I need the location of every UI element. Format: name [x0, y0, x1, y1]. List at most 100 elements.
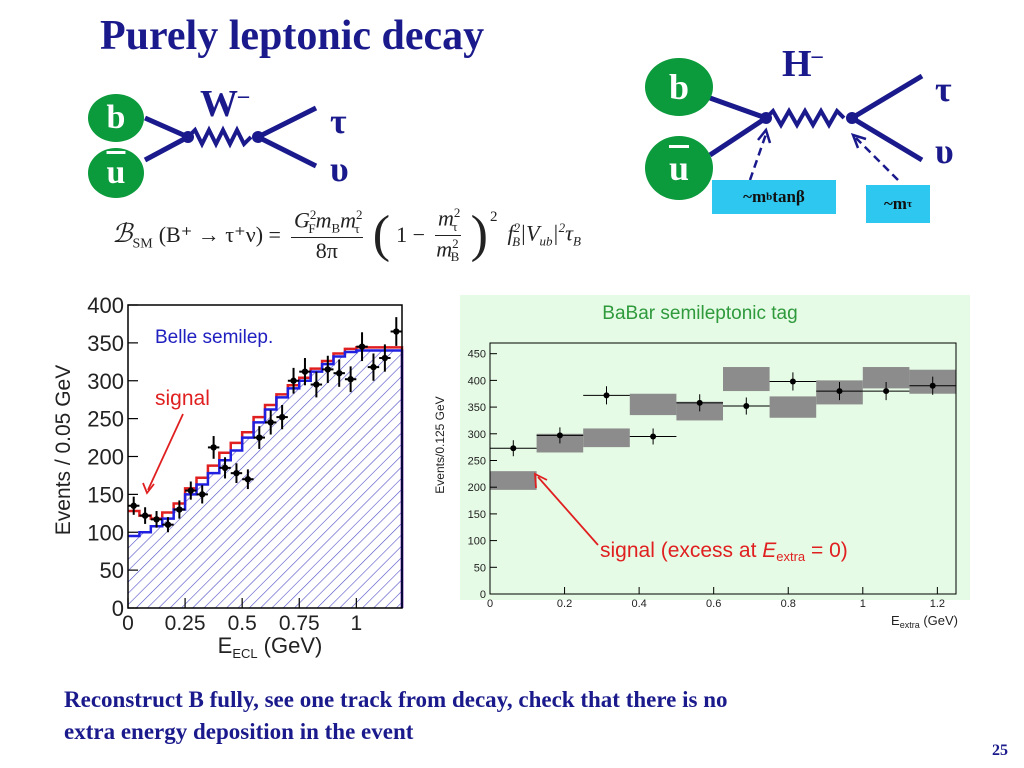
- h-lepton-nu: υ: [935, 131, 954, 171]
- w-quark-u: u: [88, 148, 144, 198]
- babar-expected-band: [723, 367, 770, 392]
- babar-expected-band: [862, 367, 910, 389]
- h-boson-label: H–: [782, 42, 823, 85]
- h-boson-zigzag: [764, 106, 846, 130]
- babar-xtick-label: 1: [860, 598, 866, 610]
- h-lepton1-line: [850, 73, 924, 121]
- belle-data-point: [324, 366, 331, 373]
- babar-ylabel: Events/0.125 GeV: [433, 396, 447, 493]
- babar-xtick-label: 0.2: [557, 598, 572, 610]
- babar-data-point: [789, 378, 796, 385]
- babar-ytick-label: 300: [468, 429, 486, 441]
- belle-data-point: [358, 343, 366, 350]
- h-tag-mtau: ~m τ: [866, 185, 930, 223]
- formula-process: (B⁺ → τ⁺ν) =: [158, 222, 281, 248]
- belle-data-point: [301, 368, 309, 375]
- h-lepton2-line: [850, 115, 924, 163]
- h-lepton-tau: τ: [935, 69, 952, 109]
- h-arrow1-head: [757, 127, 772, 144]
- belle-ytick-label: 50: [100, 558, 124, 583]
- belle-ytick-label: 0: [112, 596, 124, 621]
- feynman-h-lines: [708, 73, 924, 181]
- belle-data-point: [336, 369, 343, 377]
- belle-data-point: [233, 469, 240, 477]
- h-vertex-right: [846, 112, 858, 124]
- belle-xtick-label: 0: [122, 612, 134, 635]
- belle-signal-annotation: signal: [155, 387, 210, 410]
- babar-ytick-label: 350: [468, 402, 486, 414]
- w-boson-zigzag: [186, 125, 253, 149]
- caption-line-2: extra energy deposition in the event: [64, 719, 414, 744]
- babar-expected-band: [583, 428, 630, 448]
- babar-xtick-label: 0.8: [781, 598, 796, 610]
- belle-data-point: [267, 419, 274, 426]
- babar-xtick-label: 0: [487, 598, 493, 610]
- formula-bracket-open: (: [372, 206, 391, 264]
- belle-ytick-label: 300: [87, 369, 124, 394]
- babar-data-point: [650, 433, 657, 440]
- belle-data-point: [381, 354, 389, 362]
- h-quark-b: b: [645, 58, 713, 116]
- formula-one-minus: 1 −: [396, 222, 425, 248]
- belle-xlabel: EECL (GeV): [218, 633, 323, 661]
- w-lepton2-line: [256, 134, 318, 169]
- h-quark2-line: [708, 115, 768, 158]
- belle-data-point: [393, 328, 400, 335]
- w-quark2-line: [143, 134, 190, 163]
- formula-tail: f2B|Vub|2τB: [507, 220, 581, 250]
- belle-data-point: [347, 376, 354, 383]
- belle-data-point: [221, 464, 229, 472]
- babar-ytick-label: 0: [480, 589, 486, 601]
- babar-data-point: [556, 432, 563, 439]
- belle-background-step: [128, 349, 404, 608]
- caption-line-1: Reconstruct B fully, see one track from …: [64, 687, 728, 712]
- babar-ytick-label: 400: [468, 375, 486, 387]
- h-quark1-line: [709, 95, 767, 121]
- babar-ytick-label: 200: [468, 482, 486, 494]
- babar-xlabel: Eextra (GeV): [891, 613, 958, 630]
- belle-ylabel: Events / 0.05 GeV: [52, 365, 75, 535]
- slide-title: Purely leptonic decay: [100, 13, 485, 59]
- h-quark-u: u: [645, 136, 713, 200]
- belle-data-point: [244, 476, 252, 483]
- belle-xtick-label: 1: [350, 612, 362, 635]
- babar-data-point: [929, 382, 936, 389]
- w-lepton-nu: υ: [330, 149, 349, 189]
- babar-title: BaBar semileptonic tag: [602, 303, 797, 324]
- belle-data-point: [176, 506, 183, 513]
- formula-bracket-close: ): [470, 206, 488, 264]
- babar-frame: [489, 342, 957, 595]
- babar-signal-arrow: [537, 476, 599, 546]
- babar-histogram-chart: BaBar semileptonic tag 0 50 100 150 200 250 30…: [433, 295, 970, 630]
- w-lepton1-line: [256, 105, 318, 140]
- belle-ytick-label: 400: [87, 293, 124, 318]
- formula-fraction1: G2FmBm2τ 8π: [290, 207, 363, 264]
- babar-xtick-label: 0.4: [631, 598, 646, 610]
- h-arrow1-line: [748, 133, 768, 181]
- babar-xtick-label: 0.6: [706, 598, 721, 610]
- belle-ytick-label: 350: [87, 331, 124, 356]
- belle-data-point: [290, 377, 297, 384]
- h-vertex-left: [760, 112, 772, 124]
- w-lepton-tau: τ: [330, 101, 347, 141]
- formula-power: 2: [489, 209, 498, 225]
- babar-data-point: [743, 403, 750, 410]
- belle-data-point: [278, 413, 286, 421]
- babar-signal-annotation: signal (excess at Eextra = 0): [600, 539, 848, 564]
- belle-xtick-label: 0.5: [228, 612, 257, 635]
- w-vertex-left: [182, 131, 194, 143]
- babar-data-point: [836, 388, 843, 395]
- belle-ytick-label: 100: [87, 520, 124, 545]
- belle-data-point: [210, 444, 217, 451]
- formula-fraction2: m2τ m2B: [435, 205, 461, 265]
- babar-data-point: [603, 392, 610, 399]
- w-quark1-line: [143, 115, 190, 140]
- babar-expected-band: [769, 396, 817, 418]
- babar-ytick-label: 150: [468, 509, 486, 521]
- babar-ytick-label: 450: [468, 349, 486, 361]
- page-number: 25: [992, 742, 1008, 759]
- belle-signal-arrow: [147, 413, 184, 491]
- belle-data-point: [153, 516, 160, 523]
- belle-xtick-label: 0.25: [165, 612, 206, 635]
- belle-ytick-label: 250: [87, 407, 124, 432]
